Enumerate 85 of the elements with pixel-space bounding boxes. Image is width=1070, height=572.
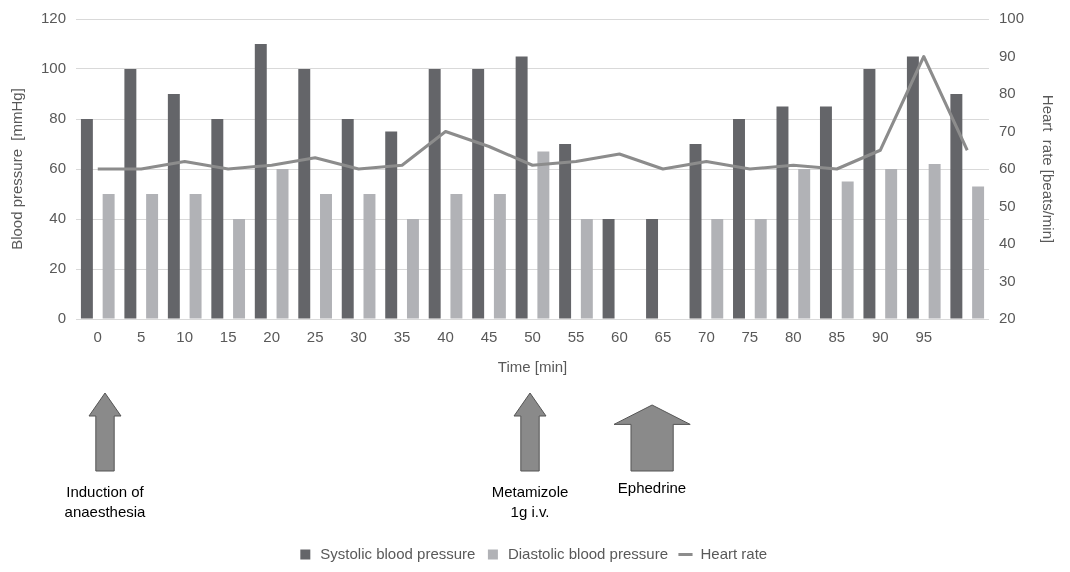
bar	[298, 69, 311, 319]
bar	[320, 194, 332, 319]
bar	[928, 164, 941, 319]
bar	[906, 56, 919, 319]
bar	[646, 219, 659, 319]
bar	[276, 169, 289, 319]
x-tick-label: 60	[611, 328, 628, 346]
y2-axis-title: Heart rate [beats/min]	[1039, 94, 1057, 244]
bar	[754, 219, 767, 319]
x-tick-label: 15	[219, 328, 237, 346]
bar	[602, 219, 615, 319]
text: Ephedrine	[616, 478, 688, 498]
bar	[689, 144, 702, 319]
x-tick-label: 95	[915, 328, 933, 346]
x-tick-label: 10	[176, 328, 194, 346]
bar	[472, 69, 485, 319]
y-tick-label: 120	[41, 9, 67, 27]
x-tick-label: 80	[785, 328, 802, 346]
bar	[167, 94, 180, 319]
bar	[580, 219, 593, 319]
bar	[102, 194, 115, 319]
bar	[885, 169, 898, 319]
bar	[146, 194, 159, 319]
y2-tick-label: 90	[998, 46, 1016, 64]
bar	[233, 219, 246, 319]
bar	[124, 69, 137, 319]
y-tick-label: 20	[49, 259, 67, 277]
text: Metamizole 1g i.v.	[490, 482, 570, 522]
bar	[950, 94, 963, 319]
legend-label: Heart rate	[700, 544, 768, 562]
legend-label: Diastolic blood pressure	[507, 544, 668, 562]
bar	[776, 106, 789, 319]
x-tick-label: 85	[828, 328, 846, 346]
x-tick-label: 25	[306, 328, 324, 346]
text: Induction of anaesthesia	[63, 482, 147, 522]
y-tick-label: 0	[57, 309, 67, 327]
x-tick-label: 55	[567, 328, 585, 346]
x-tick-label: 65	[654, 328, 672, 346]
bar	[406, 219, 419, 319]
bar	[341, 119, 354, 319]
bar	[363, 194, 376, 319]
x-tick-label: 30	[350, 328, 367, 346]
x-tick-label: 35	[393, 328, 411, 346]
y-tick-label: 80	[49, 109, 67, 127]
x-tick-label: 40	[437, 328, 454, 346]
x-tick-label: 0	[93, 328, 102, 346]
bar	[493, 194, 506, 319]
y2-tick-label: 70	[998, 121, 1016, 139]
y2-tick-label: 100	[998, 9, 1024, 27]
x-tick-label: 75	[741, 328, 759, 346]
bar	[559, 144, 572, 319]
bar	[450, 194, 463, 319]
y2-tick-label: 30	[998, 271, 1016, 289]
bar	[863, 69, 876, 319]
bar	[733, 119, 745, 319]
bar	[711, 219, 724, 319]
bar	[211, 119, 224, 319]
x-tick-label: 70	[698, 328, 715, 346]
bar	[537, 151, 550, 319]
bar	[841, 181, 854, 319]
legend-label: Systolic blood pressure	[320, 544, 476, 562]
x-axis-title: Time [min]	[497, 358, 568, 376]
y-tick-label: 60	[49, 159, 67, 177]
x-tick-label: 50	[524, 328, 541, 346]
y-tick-label: 100	[41, 59, 67, 77]
bar	[819, 106, 832, 319]
bar	[80, 119, 93, 319]
bar	[189, 194, 202, 319]
bar	[254, 44, 267, 319]
y-tick-label: 40	[49, 209, 67, 227]
y2-tick-label: 40	[998, 234, 1016, 252]
x-tick-label: 20	[263, 328, 280, 346]
y-axis-title: Blood pressure [mmHg]	[8, 88, 26, 250]
y2-tick-label: 50	[998, 196, 1016, 214]
bar	[972, 186, 985, 319]
x-tick-label: 90	[871, 328, 889, 346]
bar	[428, 69, 441, 319]
y2-tick-label: 20	[998, 309, 1016, 327]
x-tick-label: 5	[137, 328, 146, 346]
bar	[515, 56, 528, 319]
bar	[798, 169, 811, 319]
y2-tick-label: 60	[998, 159, 1016, 177]
bar	[385, 131, 398, 319]
y2-tick-label: 80	[998, 84, 1016, 102]
x-tick-label: 45	[480, 328, 498, 346]
